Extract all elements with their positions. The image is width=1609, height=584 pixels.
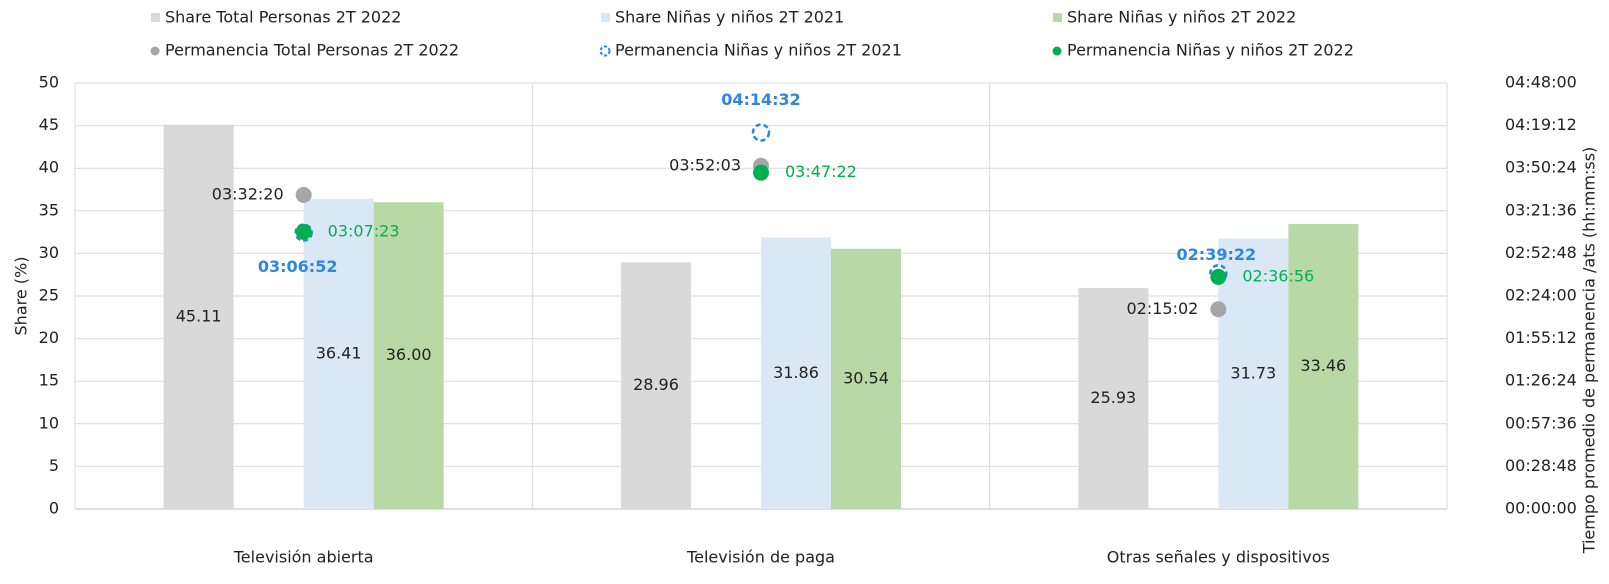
legend-swatch [599, 45, 611, 57]
point [1210, 301, 1227, 318]
y-tick-label: 35 [39, 200, 59, 219]
point [295, 186, 312, 203]
legend-label: Permanencia Niñas y niños 2T 2022 [1067, 41, 1354, 60]
bar [163, 124, 234, 509]
y2-tick-label: 00:57:36 [1505, 413, 1577, 432]
y-tick-label: 15 [39, 371, 59, 390]
x-tick-label: Televisión de paga [686, 548, 835, 567]
y2-axis-label: Tiempo promedio de permanencia /ats (hh:… [1580, 147, 1599, 555]
legend-label: Share Total Personas 2T 2022 [165, 8, 401, 27]
data-label: 02:15:02 [1126, 299, 1198, 318]
bar [1078, 288, 1149, 509]
bar [831, 248, 901, 509]
data-label: 31.73 [1230, 363, 1276, 382]
legend-swatch [151, 13, 160, 22]
y-tick-label: 20 [39, 328, 59, 347]
y2-tick-label: 00:28:48 [1505, 456, 1577, 475]
y-tick-label: 10 [39, 413, 59, 432]
data-label: 33.46 [1300, 356, 1346, 375]
data-label: 28.96 [633, 375, 679, 394]
data-label: 45.11 [176, 306, 222, 325]
data-label: 03:07:23 [328, 221, 400, 240]
legend-swatch [1053, 13, 1062, 22]
point [1210, 268, 1227, 285]
y-tick-label: 40 [39, 158, 59, 177]
y2-tick-label: 00:00:00 [1505, 499, 1577, 518]
legend-swatch [1052, 46, 1062, 56]
data-label: 02:36:56 [1242, 266, 1314, 285]
legend-label: Share Niñas y niños 2T 2021 [615, 8, 844, 27]
y-tick-label: 50 [39, 73, 59, 92]
y2-tick-label: 01:26:24 [1505, 371, 1577, 390]
y-tick-label: 45 [39, 115, 59, 134]
legend-swatch [150, 46, 160, 56]
y2-tick-label: 03:50:24 [1505, 158, 1577, 177]
data-label: 04:14:32 [721, 90, 801, 109]
y2-tick-label: 02:52:48 [1505, 243, 1577, 262]
y2-tick-label: 04:19:12 [1505, 115, 1577, 134]
bar [373, 202, 444, 509]
bar [1218, 238, 1289, 509]
data-label: 03:47:22 [785, 162, 857, 181]
data-label: 36.00 [386, 345, 432, 364]
y-tick-label: 5 [49, 456, 59, 475]
legend-label: Permanencia Total Personas 2T 2022 [165, 41, 459, 60]
legend-label: Share Niñas y niños 2T 2022 [1067, 8, 1296, 27]
x-tick-label: Televisión abierta [233, 548, 374, 567]
data-label: 25.93 [1090, 388, 1136, 407]
y2-tick-label: 01:55:12 [1505, 328, 1577, 347]
bar [1288, 223, 1359, 509]
data-label: 36.41 [316, 343, 362, 362]
data-label: 31.86 [773, 363, 819, 382]
y-axis-label: Share (%) [12, 257, 31, 336]
y2-tick-label: 04:48:00 [1505, 73, 1577, 92]
bar [621, 262, 691, 509]
data-label: 02:39:22 [1177, 245, 1257, 264]
point [751, 123, 771, 142]
y2-tick-label: 02:24:00 [1505, 286, 1577, 305]
data-label: 03:06:52 [258, 257, 338, 276]
data-label: 03:32:20 [212, 184, 284, 203]
bar [303, 198, 374, 509]
legend-label: Permanencia Niñas y niños 2T 2021 [615, 41, 902, 60]
y-tick-label: 0 [49, 499, 59, 518]
y-tick-label: 30 [39, 243, 59, 262]
y-tick-label: 25 [39, 286, 59, 305]
bar [761, 237, 831, 509]
point [295, 223, 312, 240]
legend-swatch [601, 13, 610, 22]
point [753, 164, 769, 181]
data-label: 03:52:03 [669, 155, 741, 174]
y2-tick-label: 03:21:36 [1505, 200, 1577, 219]
data-label: 30.54 [843, 368, 889, 387]
x-tick-label: Otras señales y dispositivos [1107, 548, 1330, 567]
